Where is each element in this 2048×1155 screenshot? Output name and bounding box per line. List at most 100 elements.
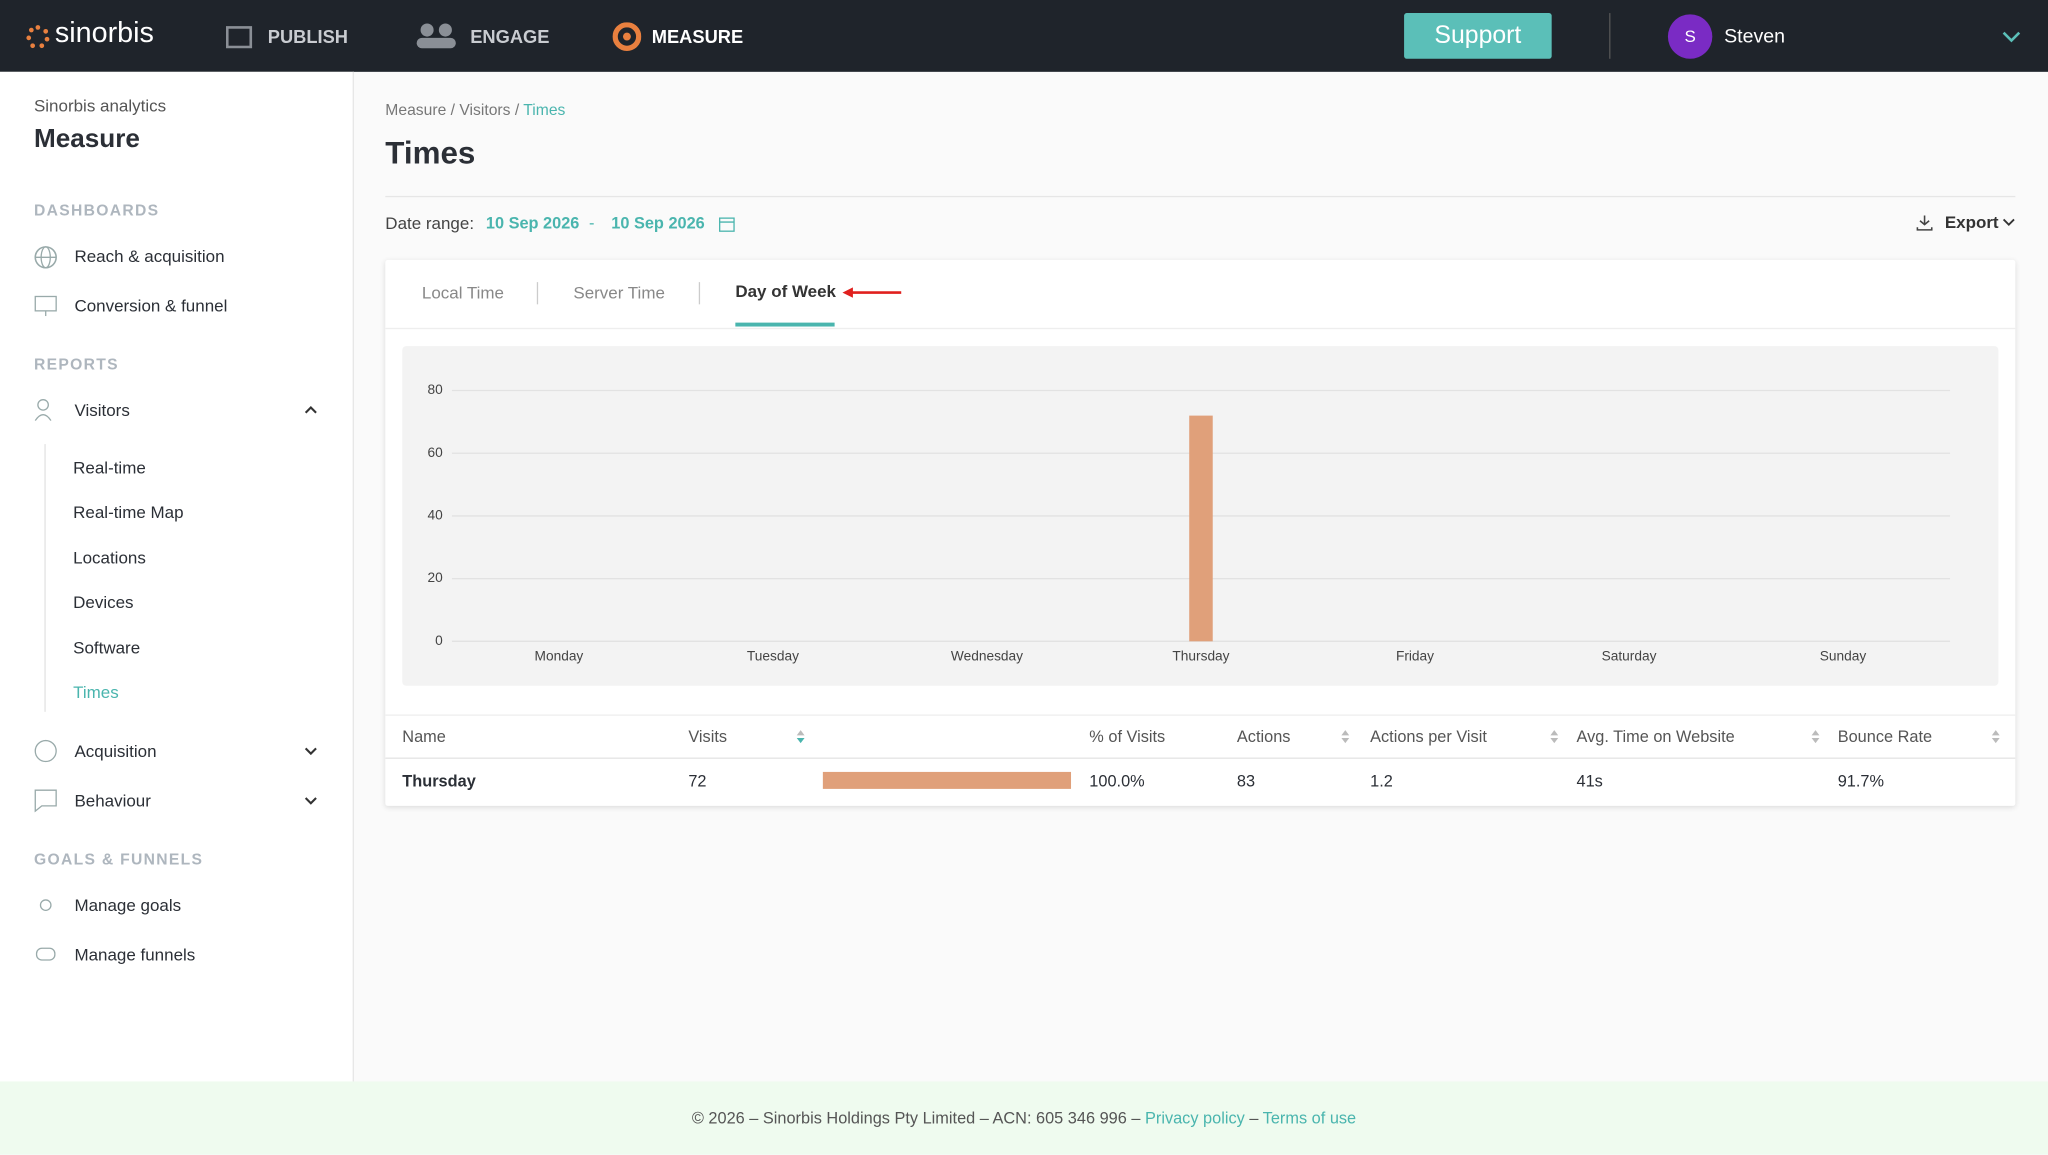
date-range-label: Date range: xyxy=(385,213,475,234)
column-header[interactable]: Visits xyxy=(688,727,728,746)
sidebar-subitem[interactable]: Real-time xyxy=(73,457,146,478)
x-tick-label: Friday xyxy=(1396,649,1434,664)
export-button[interactable]: Export xyxy=(1944,212,1999,232)
y-tick-label: 40 xyxy=(428,508,444,523)
column-header[interactable]: Actions per Visit xyxy=(1370,727,1487,746)
nav-item[interactable]: MEASURE xyxy=(651,26,744,48)
date-end[interactable]: 10 Sep 2026 xyxy=(611,214,705,233)
table-cell: 41s xyxy=(1576,771,1603,791)
calendar-icon[interactable] xyxy=(718,216,735,233)
breadcrumb-item[interactable]: Measure xyxy=(385,100,447,119)
date-dash: - xyxy=(589,214,595,233)
bar xyxy=(1189,415,1213,642)
sidebar-item[interactable]: Behaviour xyxy=(74,790,151,811)
table-cell: 83 xyxy=(1236,771,1256,791)
footer-link[interactable]: Terms of use xyxy=(1262,1108,1357,1128)
breadcrumb-separator: / xyxy=(514,100,520,119)
measure-icon xyxy=(612,22,642,51)
section-heading: GOALS & FUNNELS xyxy=(33,850,204,869)
tab[interactable]: Server Time xyxy=(573,282,665,303)
tree-line xyxy=(44,444,46,712)
sidebar-item[interactable]: Manage goals xyxy=(74,895,182,915)
sidebar-subitem[interactable]: Real-time Map xyxy=(73,502,184,523)
nav-item[interactable]: ENGAGE xyxy=(470,26,550,48)
column-header[interactable]: Bounce Rate xyxy=(1837,727,1933,746)
y-tick-label: 60 xyxy=(428,445,444,460)
sidebar-subitem[interactable]: Software xyxy=(73,637,141,658)
sidebar-subitem[interactable]: Locations xyxy=(73,547,146,568)
download-icon[interactable] xyxy=(1916,214,1933,231)
tab-border xyxy=(385,327,2016,330)
column-header[interactable]: Avg. Time on Website xyxy=(1576,727,1735,746)
report-card: Local Time Server Time Day of Week 0 20 40… xyxy=(385,259,2016,806)
column-header[interactable]: % of Visits xyxy=(1089,727,1166,746)
annotation-arrow xyxy=(842,287,902,298)
logo-icon xyxy=(26,25,50,49)
support-button[interactable]: Support xyxy=(1404,13,1552,59)
column-header[interactable]: Actions xyxy=(1236,727,1291,746)
sidebar-item[interactable]: Visitors xyxy=(74,400,130,420)
table-border xyxy=(385,757,2016,759)
breadcrumb-separator: / xyxy=(450,100,456,119)
behaviour-icon xyxy=(34,789,57,813)
y-tick-label: 20 xyxy=(428,570,444,585)
publish-icon xyxy=(225,26,253,49)
table-cell: Thursday xyxy=(402,771,476,791)
date-start[interactable]: 10 Sep 2026 xyxy=(485,214,580,233)
sort-icon[interactable] xyxy=(795,729,805,745)
y-tick-label: 0 xyxy=(435,633,443,648)
expand-chevron[interactable] xyxy=(303,744,319,757)
tab-active[interactable]: Day of Week xyxy=(735,281,837,302)
sidebar-item[interactable]: Manage funnels xyxy=(74,944,196,965)
user-name[interactable]: Steven xyxy=(1724,25,1786,48)
globe-icon xyxy=(34,246,57,269)
nav-item[interactable]: PUBLISH xyxy=(267,26,349,48)
breadcrumb: Measure / Visitors / Times xyxy=(385,101,565,119)
avatar[interactable]: S xyxy=(1667,14,1713,59)
user-menu-chevron[interactable] xyxy=(2001,29,2022,45)
tab[interactable]: Local Time xyxy=(421,282,504,303)
sort-icon[interactable] xyxy=(1340,729,1350,745)
chart: 0 20 40 60 80 Monday Tuesday Wednesday Thursday F… xyxy=(402,346,1999,686)
x-tick-label: Wednesday xyxy=(951,649,1023,664)
sidebar-title: Measure xyxy=(33,124,140,154)
footer-text: © 2026 – Sinorbis Holdings Pty Limited –… xyxy=(691,1108,1141,1128)
export-chevron[interactable] xyxy=(2002,217,2015,227)
sidebar-item[interactable]: Reach & acquisition xyxy=(74,246,225,266)
sidebar: Sinorbis analytics Measure DASHBOARDS Re… xyxy=(0,71,354,1082)
x-tick-label: Sunday xyxy=(1820,649,1867,664)
table-cell: 91.7% xyxy=(1837,771,1885,791)
y-tick-label: 80 xyxy=(428,382,444,397)
sort-icon[interactable] xyxy=(1810,729,1820,745)
sort-icon[interactable] xyxy=(1549,729,1559,745)
board-icon xyxy=(34,295,57,317)
sidebar-subtitle: Sinorbis analytics xyxy=(33,95,167,116)
engage-icon xyxy=(416,23,456,49)
visits-share-bar xyxy=(822,771,1072,789)
tab-underline xyxy=(735,322,835,327)
sidebar-subitem[interactable]: Times xyxy=(73,682,119,703)
page-title: Times xyxy=(385,135,476,172)
footer-text: – xyxy=(1249,1108,1259,1128)
goal-icon xyxy=(39,899,52,912)
sidebar-item[interactable]: Acquisition xyxy=(74,741,157,761)
collapse-chevron[interactable] xyxy=(303,404,319,417)
footer-line: © 2026 – Sinorbis Holdings Pty Limited –… xyxy=(692,1109,1356,1127)
x-tick-label: Tuesday xyxy=(747,649,799,664)
tab-divider xyxy=(536,282,539,305)
column-header[interactable]: Name xyxy=(402,727,446,746)
x-tick-label: Saturday xyxy=(1602,649,1657,664)
breadcrumb-item[interactable]: Visitors xyxy=(459,100,511,119)
footer-link[interactable]: Privacy policy xyxy=(1144,1108,1245,1128)
logo[interactable]: sinorbis xyxy=(54,15,154,49)
sort-icon[interactable] xyxy=(1991,729,2001,745)
table-cell: 1.2 xyxy=(1370,771,1393,791)
sidebar-subitem[interactable]: Devices xyxy=(73,592,134,613)
sidebar-item[interactable]: Conversion & funnel xyxy=(74,295,228,316)
section-heading: DASHBOARDS xyxy=(33,201,160,220)
expand-chevron[interactable] xyxy=(303,794,319,807)
table-border xyxy=(385,714,2016,716)
section-heading: REPORTS xyxy=(33,355,119,374)
visitors-icon xyxy=(34,399,52,421)
